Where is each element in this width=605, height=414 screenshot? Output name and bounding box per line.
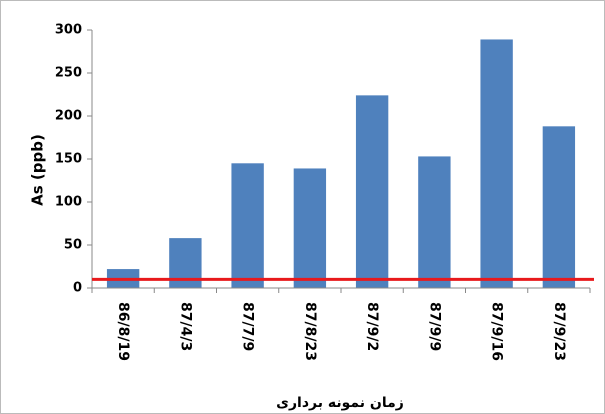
x-tick-label: 86/8/19	[115, 302, 131, 361]
bar	[355, 95, 389, 288]
x-axis-title: زمان نمونه برداری	[276, 395, 404, 411]
x-tick-label: 87/9/9	[426, 302, 442, 351]
y-tick-label: 200	[55, 109, 82, 124]
bar	[480, 39, 513, 289]
x-tick-label: 87/7/9	[240, 302, 256, 351]
x-tick-label: 87/4/3	[177, 302, 193, 351]
x-tick-label: 87/9/16	[489, 302, 505, 361]
y-tick-label: 50	[64, 238, 82, 253]
y-tick-label: 0	[73, 281, 82, 296]
y-tick-label: 250	[55, 66, 82, 81]
y-tick-label: 150	[55, 152, 82, 167]
y-tick-label: 300	[55, 23, 82, 38]
x-tick-label: 87/9/2	[364, 302, 380, 351]
y-tick-label: 100	[55, 195, 82, 210]
x-tick-label: 87/9/23	[551, 302, 567, 361]
bar	[231, 163, 264, 288]
bar	[542, 126, 576, 288]
bar	[293, 168, 327, 288]
bar	[418, 156, 451, 288]
y-axis-title: As (ppb)	[29, 134, 47, 206]
x-tick-label: 87/8/23	[302, 302, 318, 361]
